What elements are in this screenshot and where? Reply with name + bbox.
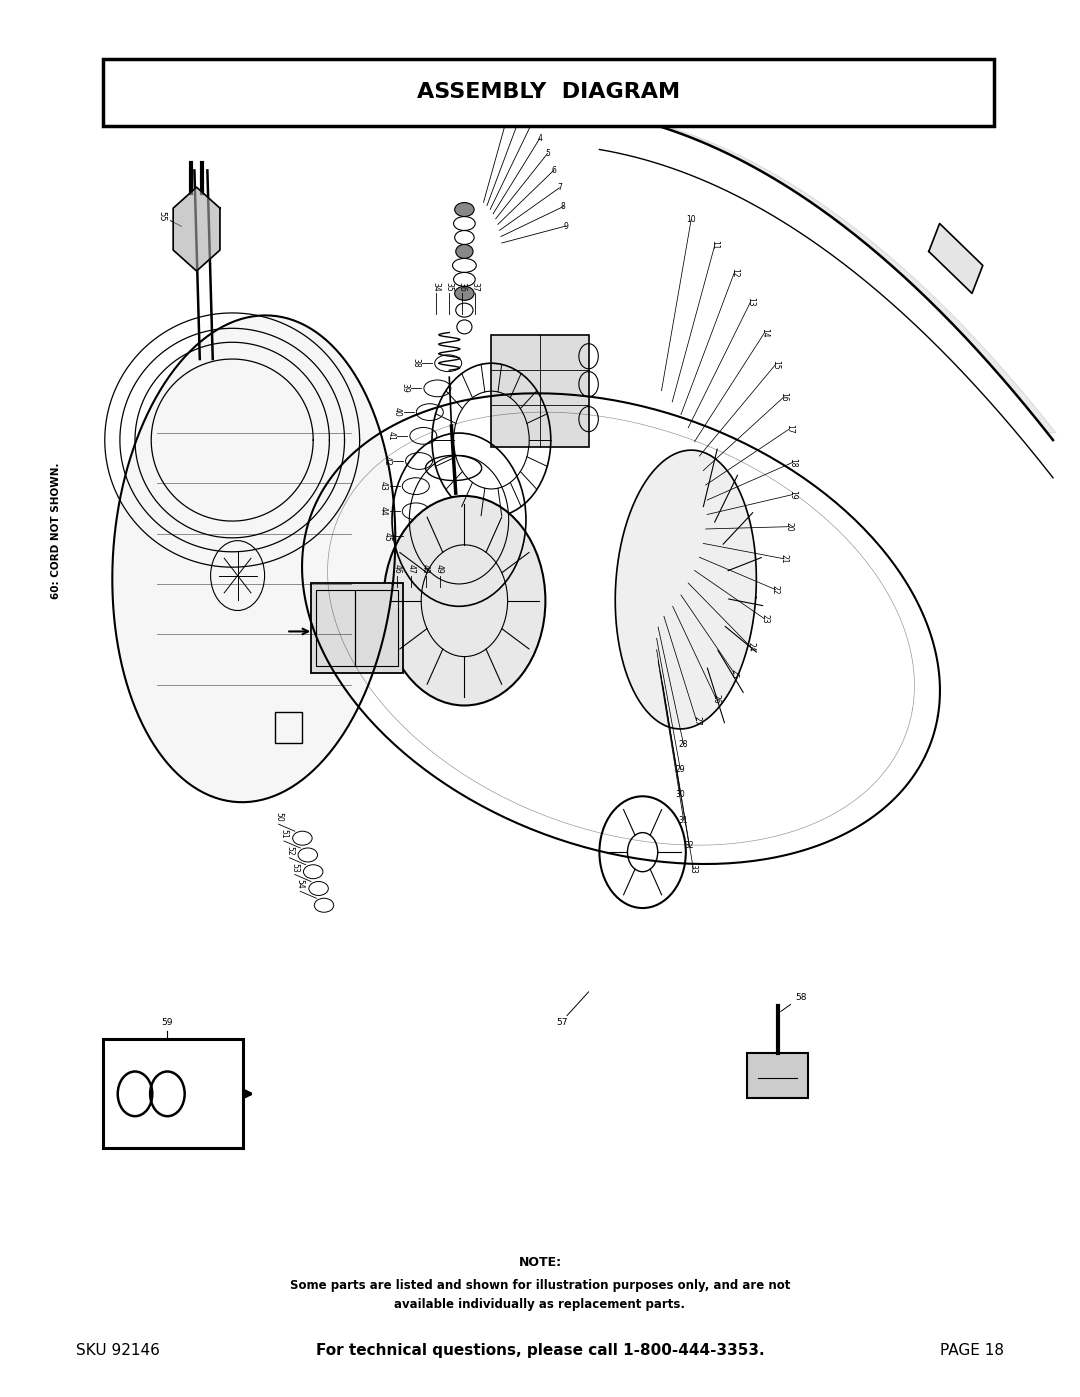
Text: 3: 3 xyxy=(528,120,534,130)
Text: 57: 57 xyxy=(556,1018,567,1027)
Text: 8: 8 xyxy=(561,203,566,211)
Text: 10: 10 xyxy=(687,215,696,224)
Text: 35: 35 xyxy=(445,282,454,291)
Polygon shape xyxy=(173,187,220,271)
Bar xyxy=(103,1039,243,1148)
Ellipse shape xyxy=(455,203,474,217)
Bar xyxy=(355,590,399,666)
Text: 25: 25 xyxy=(730,669,739,678)
Text: 26: 26 xyxy=(712,694,720,703)
Text: 55: 55 xyxy=(158,211,166,222)
Text: 19: 19 xyxy=(788,490,797,499)
Text: 40: 40 xyxy=(393,408,402,416)
Text: 45: 45 xyxy=(382,532,391,541)
Text: 59: 59 xyxy=(162,1018,173,1027)
Text: 43: 43 xyxy=(379,482,388,490)
Text: 56: 56 xyxy=(496,78,504,89)
Text: 20: 20 xyxy=(785,522,794,531)
Text: 18: 18 xyxy=(788,458,797,467)
Text: 22: 22 xyxy=(771,585,780,594)
Text: 16: 16 xyxy=(780,393,788,401)
Text: 2: 2 xyxy=(518,109,524,117)
Text: 17: 17 xyxy=(785,425,794,433)
Text: 37: 37 xyxy=(471,282,480,291)
Text: 27: 27 xyxy=(692,717,701,725)
Text: 24: 24 xyxy=(746,643,755,651)
Text: 28: 28 xyxy=(679,740,688,749)
Text: 53: 53 xyxy=(291,863,299,872)
Text: 50: 50 xyxy=(274,813,283,821)
Text: 52: 52 xyxy=(285,847,294,855)
Text: 31: 31 xyxy=(679,816,688,824)
Text: 15: 15 xyxy=(771,360,780,369)
Bar xyxy=(491,335,589,447)
Text: 11: 11 xyxy=(711,240,719,249)
Text: NOTE:: NOTE: xyxy=(518,1256,562,1270)
Text: 4: 4 xyxy=(537,134,542,142)
Text: available individually as replacement parts.: available individually as replacement pa… xyxy=(394,1298,686,1312)
Text: 21: 21 xyxy=(780,555,788,563)
Text: 39: 39 xyxy=(401,384,409,393)
Text: PAGE 18: PAGE 18 xyxy=(941,1344,1004,1358)
Text: 41: 41 xyxy=(387,432,395,440)
Text: 34: 34 xyxy=(432,282,441,291)
Text: 46: 46 xyxy=(393,564,402,573)
Polygon shape xyxy=(616,450,756,729)
Text: 13: 13 xyxy=(746,298,755,306)
Text: 38: 38 xyxy=(411,359,420,367)
Text: For technical questions, please call 1-800-444-3353.: For technical questions, please call 1-8… xyxy=(315,1344,765,1358)
Text: 42: 42 xyxy=(382,457,391,465)
Bar xyxy=(747,1053,808,1098)
Text: 44: 44 xyxy=(379,507,388,515)
Text: 30: 30 xyxy=(675,791,686,799)
Text: 49: 49 xyxy=(435,564,444,573)
Text: SKU 92146: SKU 92146 xyxy=(76,1344,160,1358)
Text: 12: 12 xyxy=(730,268,739,277)
Circle shape xyxy=(383,496,545,705)
Text: 48: 48 xyxy=(421,564,430,573)
Text: 5: 5 xyxy=(545,149,550,158)
Text: 9: 9 xyxy=(564,222,568,231)
Text: 29: 29 xyxy=(676,766,685,774)
Bar xyxy=(316,590,355,666)
Polygon shape xyxy=(112,316,395,802)
Bar xyxy=(103,59,994,126)
Text: 54: 54 xyxy=(296,880,305,888)
Text: 32: 32 xyxy=(685,841,693,849)
Text: 36: 36 xyxy=(458,282,467,291)
Text: 51: 51 xyxy=(280,830,288,838)
Text: ASSEMBLY  DIAGRAM: ASSEMBLY DIAGRAM xyxy=(417,82,679,102)
Ellipse shape xyxy=(456,244,473,258)
Text: 14: 14 xyxy=(760,328,769,337)
Text: Some parts are listed and shown for illustration purposes only, and are not: Some parts are listed and shown for illu… xyxy=(289,1278,791,1292)
Polygon shape xyxy=(929,224,983,293)
Text: 6: 6 xyxy=(552,166,556,175)
Ellipse shape xyxy=(455,286,474,300)
Text: 47: 47 xyxy=(407,564,416,573)
Text: 33: 33 xyxy=(689,865,698,873)
Bar xyxy=(311,583,403,673)
Text: 1: 1 xyxy=(509,99,513,109)
Text: 23: 23 xyxy=(760,615,769,623)
Text: 60: CORD NOT SHOWN.: 60: CORD NOT SHOWN. xyxy=(51,462,62,599)
Text: 7: 7 xyxy=(557,183,562,193)
Bar xyxy=(275,712,302,743)
Text: 58: 58 xyxy=(796,993,807,1002)
